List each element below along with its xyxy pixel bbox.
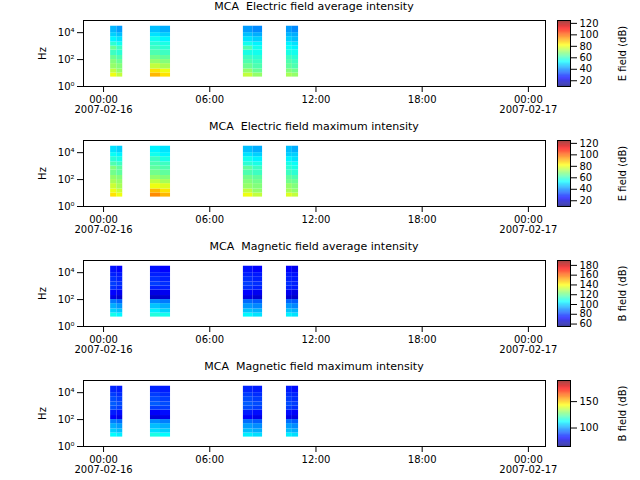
svg-text:00:002007-02-17: 00:002007-02-17 <box>499 334 557 355</box>
svg-text:20: 20 <box>580 75 593 86</box>
svg-text:06:00: 06:00 <box>195 454 224 465</box>
svg-text:60: 60 <box>580 52 593 63</box>
svg-text:80: 80 <box>580 41 593 52</box>
svg-text:60: 60 <box>580 172 593 183</box>
svg-text:00:002007-02-17: 00:002007-02-17 <box>499 94 557 115</box>
svg-text:12:00: 12:00 <box>302 454 331 465</box>
svg-text:40: 40 <box>580 183 593 194</box>
svg-text:10⁴: 10⁴ <box>58 147 75 158</box>
svg-text:10⁰: 10⁰ <box>58 441 75 452</box>
svg-text:80: 80 <box>580 161 593 172</box>
html-text:MCA Magnetic field maximum int: MCA Magnetic field maximum intensity <box>204 360 424 373</box>
svg-text:180: 180 <box>580 260 599 271</box>
svg-text:12:00: 12:00 <box>302 214 331 225</box>
svg-text:100: 100 <box>580 422 599 433</box>
svg-text:80: 80 <box>580 308 593 319</box>
svg-text:100: 100 <box>580 29 599 40</box>
svg-text:10⁰: 10⁰ <box>58 201 75 212</box>
svg-text:10⁴: 10⁴ <box>58 27 75 38</box>
svg-text:10⁴: 10⁴ <box>58 387 75 398</box>
svg-text:120: 120 <box>580 18 599 29</box>
svg-text:10²: 10² <box>58 174 75 185</box>
svg-text:60: 60 <box>580 318 593 329</box>
svg-text:E field (dB): E field (dB) <box>617 26 628 81</box>
svg-text:Hz: Hz <box>37 287 48 300</box>
svg-text:12:00: 12:00 <box>302 334 331 345</box>
svg-text:E field (dB): E field (dB) <box>617 146 628 201</box>
svg-text:160: 160 <box>580 269 599 280</box>
html-text:MCA Electric field maximum int: MCA Electric field maximum intensity <box>209 120 419 133</box>
svg-text:Hz: Hz <box>37 47 48 60</box>
svg-text:120: 120 <box>580 289 599 300</box>
svg-text:10²: 10² <box>58 294 75 305</box>
svg-text:10²: 10² <box>58 54 75 65</box>
svg-text:Hz: Hz <box>37 407 48 420</box>
svg-text:00:002007-02-16: 00:002007-02-16 <box>74 454 132 475</box>
svg-text:100: 100 <box>580 299 599 310</box>
html-text:MCA Electric field average int: MCA Electric field average intensity <box>214 0 414 13</box>
svg-text:B field (dB): B field (dB) <box>617 386 628 442</box>
svg-text:10⁰: 10⁰ <box>58 321 75 332</box>
svg-text:20: 20 <box>580 195 593 206</box>
svg-text:18:00: 18:00 <box>408 334 437 345</box>
svg-text:18:00: 18:00 <box>408 214 437 225</box>
svg-text:B field (dB): B field (dB) <box>617 266 628 322</box>
svg-text:06:00: 06:00 <box>195 94 224 105</box>
html-text:MCA Magnetic field average int: MCA Magnetic field average intensity <box>209 240 419 253</box>
svg-text:06:00: 06:00 <box>195 334 224 345</box>
svg-text:06:00: 06:00 <box>195 214 224 225</box>
svg-text:10⁰: 10⁰ <box>58 81 75 92</box>
svg-text:10²: 10² <box>58 414 75 425</box>
svg-text:00:002007-02-16: 00:002007-02-16 <box>74 214 132 235</box>
svg-text:150: 150 <box>580 396 599 407</box>
svg-text:00:002007-02-17: 00:002007-02-17 <box>499 454 557 475</box>
svg-text:40: 40 <box>580 63 593 74</box>
svg-text:100: 100 <box>580 149 599 160</box>
svg-text:10⁴: 10⁴ <box>58 267 75 278</box>
svg-text:00:002007-02-17: 00:002007-02-17 <box>499 214 557 235</box>
svg-text:12:00: 12:00 <box>302 94 331 105</box>
svg-text:18:00: 18:00 <box>408 94 437 105</box>
svg-text:00:002007-02-16: 00:002007-02-16 <box>74 334 132 355</box>
svg-text:120: 120 <box>580 138 599 149</box>
svg-text:Hz: Hz <box>37 167 48 180</box>
svg-text:18:00: 18:00 <box>408 454 437 465</box>
svg-text:140: 140 <box>580 279 599 290</box>
svg-text:00:002007-02-16: 00:002007-02-16 <box>74 94 132 115</box>
